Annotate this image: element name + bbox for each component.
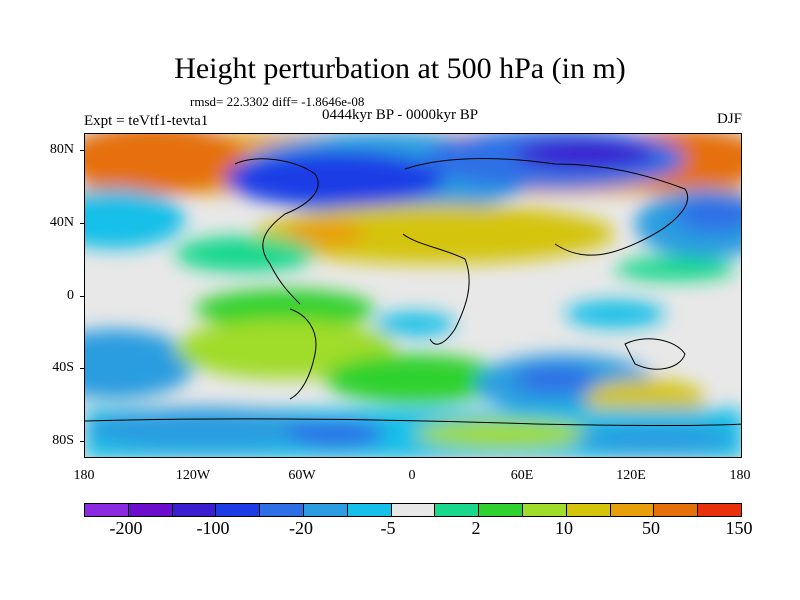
y-tick [80,223,84,224]
colorbar-label: 50 [642,518,660,538]
south-america-coast [289,308,317,400]
australia-coast [624,338,686,370]
eurasia-coast [404,158,688,256]
colorbar-label: 10 [555,518,573,538]
stats-line: rmsd= 22.3302 diff= -1.8646e-08 [190,94,365,109]
colorbar-swatch [566,504,611,516]
x-tick-label: 180 [729,468,751,483]
map-svg [85,134,741,457]
colorbar-label: -100 [196,518,230,538]
colorbar-swatch [698,504,741,516]
antarctica-coast [85,418,741,426]
y-tick-label: 40N [49,215,74,230]
x-tick-label: 120W [175,468,211,483]
colorbar-label: -5 [380,518,396,538]
plot-title: Height perturbation at 500 hPa (in m) [174,52,626,85]
y-tick [80,296,84,297]
y-tick-label: 0 [67,288,74,303]
colorbar-swatch [216,504,261,516]
colorbar-swatch [391,504,436,516]
colorbar-swatch [479,504,523,516]
y-tick-label: 80S [52,433,74,448]
y-tick-label: 80N [49,142,74,157]
y-tick [80,441,84,442]
colorbar-swatch [85,504,129,516]
north-america-coast [234,158,319,305]
colorbar-label: 150 [725,518,753,538]
colorbar-label: -200 [109,518,143,538]
colorbar [84,503,742,517]
y-tick-label: 40S [52,360,74,375]
colorbar-swatch [522,504,567,516]
colorbar-swatch [260,504,304,516]
colorbar-label: -20 [289,518,313,538]
colorbar-label: 2 [471,518,481,538]
contour-map [84,133,742,458]
x-tick-label: 60E [510,468,534,483]
x-tick-label: 180 [73,468,95,483]
season-label: DJF [716,111,742,127]
colorbar-swatch [172,504,217,516]
y-tick [80,368,84,369]
period-line: 0444kyr BP - 0000kyr BP [322,107,479,123]
experiment-label: Expt = teVtf1-tevta1 [84,113,209,129]
colorbar-swatch [347,504,392,516]
colorbar-swatch [128,504,173,516]
y-tick [80,150,84,151]
colorbar-swatch [654,504,699,516]
colorbar-swatch [303,504,348,516]
colorbar-swatch [435,504,480,516]
x-tick-label: 120E [616,468,646,483]
x-tick-label: 60W [288,468,316,483]
colorbar-swatch [610,504,655,516]
x-tick-label: 0 [408,468,416,483]
africa-coast [402,233,470,345]
